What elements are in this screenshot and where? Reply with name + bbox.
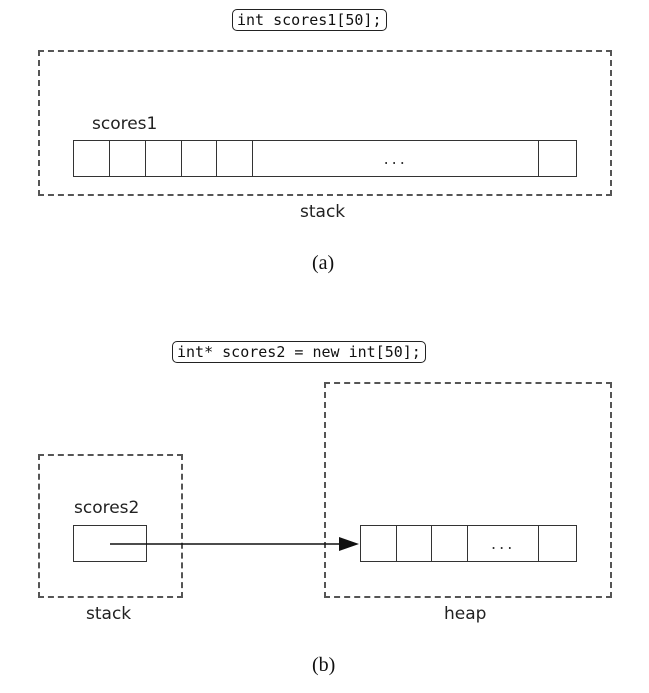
array-cell [217,141,254,176]
array-cell [397,526,433,561]
stack-label-b: stack [86,604,132,624]
array-cell [432,526,469,561]
array-cell [146,141,182,176]
array-cell [110,141,146,176]
heap-array: ... [360,525,577,562]
code-snippet-b: int* scores2 = new int[50]; [172,341,426,363]
heap-region [324,382,612,598]
caption-a: (a) [312,252,335,274]
stack-label-a: stack [300,202,346,222]
array-scores1: ... [73,140,577,177]
stack-region-a [38,50,612,196]
code-snippet-a: int scores1[50]; [232,9,387,31]
array-ellipsis: ... [468,526,540,561]
array-cell [182,141,218,176]
heap-label: heap [444,604,487,624]
array-label-scores1: scores1 [92,114,158,134]
array-cell [74,141,110,176]
pointer-label-scores2: scores2 [74,498,140,518]
array-ellipsis: ... [253,141,540,176]
array-cell [361,526,397,561]
caption-b: (b) [312,654,336,676]
stack-region-b [38,454,183,598]
